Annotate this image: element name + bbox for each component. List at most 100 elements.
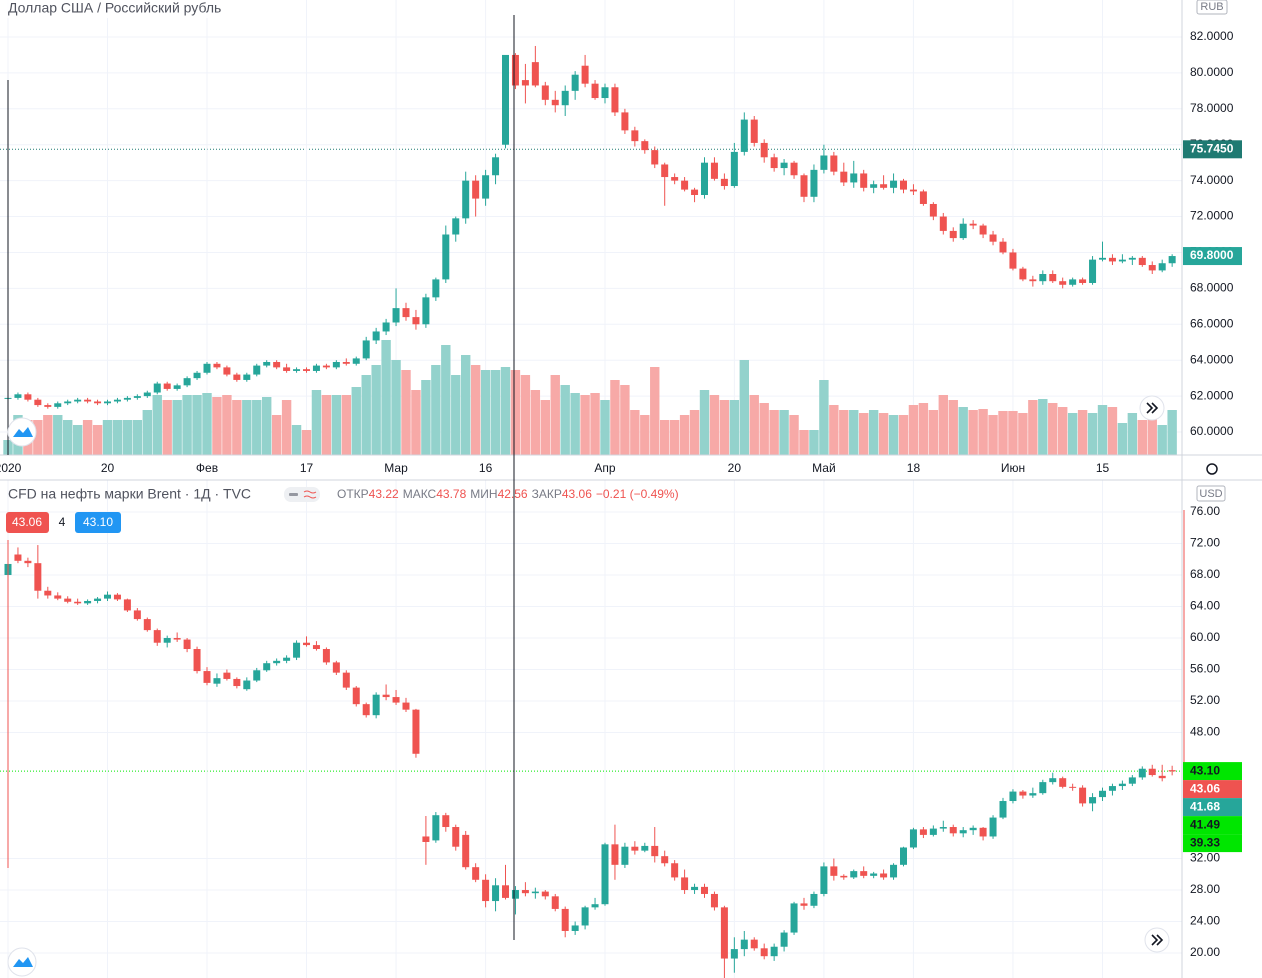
- candle-body: [870, 873, 878, 876]
- candle-body: [810, 893, 818, 906]
- volume-bar: [829, 405, 839, 455]
- candle-body: [233, 678, 241, 687]
- volume-bar: [679, 415, 690, 455]
- x-tick-label: 17: [300, 461, 314, 475]
- volume-bar: [1097, 405, 1108, 455]
- candle-body: [860, 871, 868, 876]
- settings-icon[interactable]: [1206, 463, 1218, 475]
- currency-box[interactable]: [1196, 485, 1226, 502]
- volume-bar: [1137, 420, 1147, 455]
- candle-body: [1128, 257, 1136, 260]
- volume-bar: [341, 395, 351, 455]
- candle-body: [1049, 274, 1057, 282]
- volume-bar: [1167, 410, 1177, 455]
- candle-body: [183, 639, 191, 650]
- candle-body: [850, 871, 858, 878]
- candle-body: [1059, 778, 1067, 787]
- volume-bar: [868, 410, 879, 455]
- logo-icon: [13, 957, 33, 967]
- currency-box[interactable]: [1196, 0, 1228, 15]
- volume-bar: [490, 370, 501, 455]
- y-tick-label: 66.0000: [1190, 316, 1234, 330]
- candle-body: [163, 637, 171, 643]
- candle-body: [104, 401, 111, 404]
- candle-body: [571, 74, 579, 91]
- candle-body: [54, 403, 62, 407]
- price-label: 43.06: [1190, 781, 1220, 795]
- volume-bar: [809, 430, 819, 455]
- volume-bar: [92, 425, 103, 455]
- volume-bar: [1107, 407, 1118, 455]
- price-label-box: [1183, 762, 1242, 781]
- volume-bar: [839, 410, 849, 455]
- y-tick-label: 64.0000: [1190, 352, 1234, 366]
- candle-body: [561, 908, 569, 931]
- candle-body: [362, 340, 370, 359]
- volume-bar: [978, 409, 988, 455]
- y-tick-label: 68.0000: [1190, 281, 1234, 295]
- volume-bar: [271, 415, 282, 455]
- candle-body: [153, 630, 161, 643]
- volume-bar: [1058, 407, 1068, 455]
- candle-body: [303, 369, 310, 371]
- toggle-pill[interactable]: [284, 487, 320, 502]
- candle-body: [591, 83, 599, 99]
- volume-bar: [142, 410, 152, 455]
- candle-body: [681, 180, 689, 190]
- chevron-icon: [1146, 402, 1159, 414]
- candle-body: [332, 361, 340, 368]
- candle-body: [780, 932, 788, 947]
- volume-bar: [958, 407, 968, 455]
- volume-bar: [1087, 413, 1098, 455]
- candle-body: [372, 331, 380, 341]
- candle-body: [551, 896, 559, 909]
- y-tick-label: 32.00: [1190, 851, 1220, 865]
- candle-body: [44, 590, 52, 596]
- volume-bar: [301, 430, 312, 455]
- volume-bar: [819, 380, 829, 455]
- volume-bar: [560, 385, 570, 455]
- candle-body: [710, 162, 718, 179]
- candle-body: [263, 361, 271, 366]
- candle-body: [830, 155, 838, 172]
- volume-bar: [441, 345, 451, 455]
- candle-body: [64, 401, 72, 404]
- volume-bar: [888, 415, 899, 455]
- candle-body: [671, 863, 679, 878]
- candle-body: [511, 54, 519, 86]
- candle-body: [143, 619, 151, 631]
- x-tick-label: 18: [907, 461, 921, 475]
- candle-body: [740, 939, 748, 950]
- candle-body: [840, 875, 848, 878]
- candle-body: [701, 162, 708, 195]
- price-label-box: [1183, 247, 1242, 266]
- candle-body: [382, 322, 390, 332]
- candle-body: [661, 164, 669, 178]
- candle-body: [472, 180, 480, 199]
- volume-bar: [1077, 410, 1088, 455]
- candle-body: [1138, 768, 1146, 778]
- candle-body: [84, 399, 92, 402]
- volume-bar: [530, 390, 541, 455]
- y-tick-label: 72.00: [1190, 536, 1220, 550]
- candle-body: [541, 891, 549, 897]
- candle-body: [372, 694, 380, 716]
- volume-bar: [510, 370, 521, 455]
- price-label: 39.33: [1190, 835, 1220, 849]
- volume-bar: [550, 375, 560, 455]
- candle-body: [691, 886, 699, 891]
- volume-bar: [759, 403, 769, 455]
- candle-body: [54, 595, 62, 599]
- volume-bar: [192, 395, 202, 455]
- volume-bar: [381, 340, 391, 455]
- volume-bar: [82, 420, 93, 455]
- candle-body: [1029, 793, 1037, 796]
- candle-body: [1059, 281, 1067, 285]
- candle-body: [1009, 791, 1017, 802]
- volume-bar: [988, 415, 998, 455]
- candle-body: [760, 948, 768, 957]
- volume-bar: [401, 370, 411, 455]
- candle-body: [24, 560, 32, 564]
- volume-bar: [72, 425, 83, 455]
